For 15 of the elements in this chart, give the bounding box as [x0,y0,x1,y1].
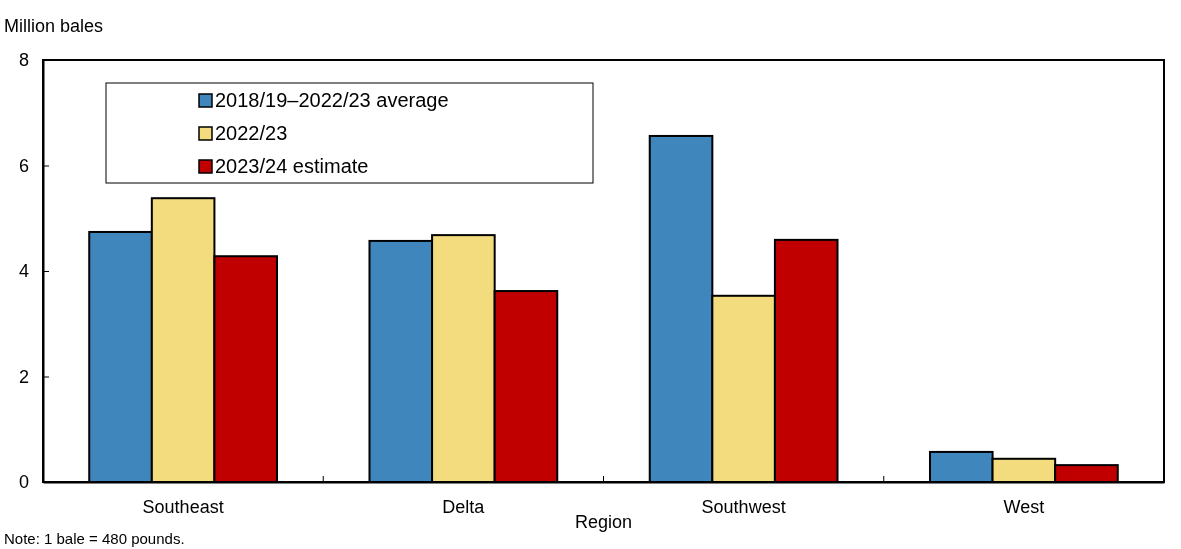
y-tick-label: 4 [18,261,29,282]
x-tick-label: Southeast [142,496,224,517]
legend-label: 2022/23 [215,122,288,144]
text: Note: 1 bale = 480 pounds. [4,530,185,547]
legend-label: 2023/24 estimate [215,155,369,177]
legend-label: 2018/19–2022/23 average [215,89,449,111]
y-tick-label: 0 [18,472,29,493]
y-tick-label: 2 [18,366,29,387]
y-axis-title: Million bales [4,16,104,36]
x-tick-label: Southwest [701,496,786,517]
y-tick-label: 8 [18,50,29,71]
x-tick-label: West [1003,496,1045,517]
x-tick-label: Delta [442,496,486,517]
y-tick-label: 6 [18,155,29,176]
x-axis-title: Region [574,512,633,532]
